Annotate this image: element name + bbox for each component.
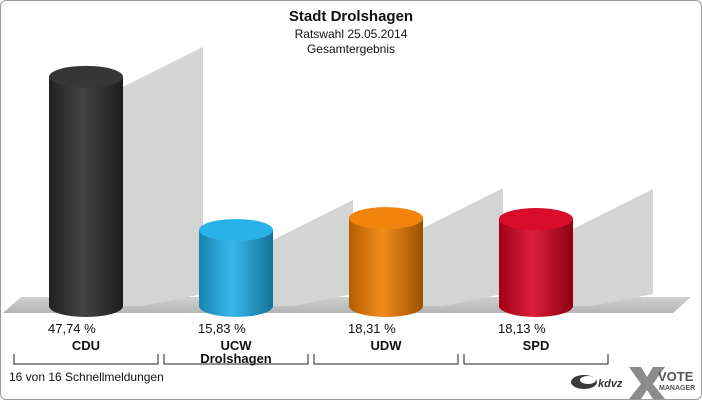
category-label: UDW [370,338,402,353]
bar-top [49,65,123,88]
category-brackets [13,354,609,365]
bar-shadow [273,200,353,306]
votemanager-logo: VOTE MANAGER [629,367,695,399]
category-label: UCW [220,338,252,353]
category-bracket [313,354,459,365]
bar-shadows [123,46,653,307]
category-label: Drolshagen [200,351,272,366]
value-label: 18,31 % [348,321,396,336]
category-label: SPD [523,338,550,353]
value-label: 15,83 % [198,321,246,336]
footer-status: 16 von 16 Schnellmeldungen [9,370,164,384]
chart-title: Stadt Drolshagen [289,8,413,25]
bars [49,65,573,318]
bar-body [349,218,423,317]
bar-top [199,219,273,242]
x-cross-icon [629,367,665,399]
category-bracket [163,354,309,365]
bar-body [499,218,573,317]
bar-shadow [123,46,203,307]
category-label: CDU [72,338,100,353]
vote-word: VOTE [658,369,694,384]
value-label: 47,74 % [48,321,96,336]
manager-word: MANAGER [659,385,695,392]
value-labels: 47,74 % 15,83 % 18,31 % 18,13 % [48,321,546,336]
category-bracket [13,354,159,365]
bar-body [49,76,123,318]
bar-shadow [573,188,653,306]
chart-subtitle-date: Ratswahl 25.05.2014 [295,27,408,41]
kdvz-swoosh-highlight-icon [580,376,596,384]
kdvz-logo: kdvz [571,375,623,390]
bar-shadow [423,188,503,306]
kdvz-logo-text: kdvz [598,378,623,390]
bar-top [499,207,573,230]
bar-body [199,230,273,317]
chart-subtitle-scope: Gesamtergebnis [307,42,395,56]
value-label: 18,13 % [498,321,546,336]
category-bracket [463,354,609,365]
bar-top [349,207,423,230]
